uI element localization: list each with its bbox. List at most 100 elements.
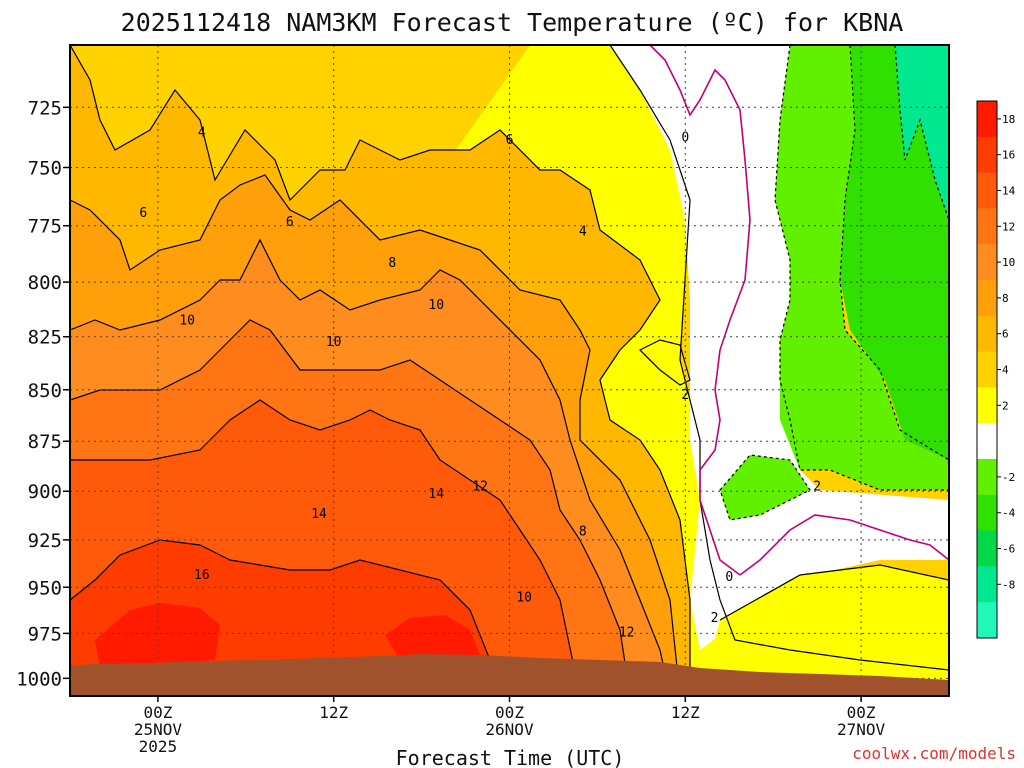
negative-isotherm-line: [894, 45, 949, 221]
x-axis-title: Forecast Time (UTC): [396, 746, 625, 768]
colorbar-label: 2: [1002, 399, 1009, 412]
x-tick-label: 27NOV: [837, 720, 886, 739]
contour-label: 10: [179, 313, 195, 328]
x-tick-label: 00Z: [495, 703, 524, 722]
colorbar-label: 6: [1002, 328, 1009, 341]
colorbar-label: -8: [1002, 578, 1015, 591]
colorbar-swatch: [977, 315, 997, 353]
colorbar-label: 16: [1002, 149, 1015, 162]
band-18-20: [95, 603, 220, 668]
contour-label: 12: [619, 626, 635, 641]
y-tick-label: 1000: [16, 668, 62, 690]
contour-label: 12: [472, 479, 488, 494]
contour-labels: 4 6 6 6 4 8 10 10 10 14 14 12 16 8 10 12 0 2 2 0 2: [139, 126, 821, 641]
contour-label: 6: [506, 133, 514, 148]
band-neg6-neg4: [895, 45, 949, 220]
colorbar-label: -2: [1002, 471, 1015, 484]
contour-label: 16: [194, 568, 210, 583]
colorbar-label: 8: [1002, 292, 1009, 305]
colorbar-label: 12: [1002, 220, 1015, 233]
band-neg4-neg2: [840, 45, 949, 460]
y-tick-label: 875: [28, 431, 62, 453]
negative-isotherm-line: [774, 45, 949, 491]
contour-label: 6: [139, 206, 147, 221]
x-tick-label: 12Z: [319, 703, 348, 722]
contour-label: 14: [428, 487, 444, 502]
isotherm-line: [70, 399, 581, 696]
colorbar-swatch: [977, 566, 997, 603]
freezing-line: [739, 514, 949, 576]
colorbar-swatch: [977, 244, 997, 281]
contour-label: 10: [516, 591, 532, 606]
contour-label: 8: [388, 256, 396, 271]
negative-isotherm-line: [839, 45, 949, 461]
x-tick-label: 25NOV: [134, 720, 183, 739]
isotherm-line: [638, 339, 691, 386]
terrain-ground: [70, 654, 949, 696]
contour-label: 4: [198, 126, 206, 141]
colorbar-swatch: [977, 459, 997, 496]
negative-isotherm-lines: [719, 45, 949, 521]
negative-isotherm-line: [719, 454, 811, 521]
x-tick-label: 26NOV: [485, 720, 534, 739]
contour-label: 6: [286, 215, 294, 230]
colorbar-swatch: [977, 530, 997, 567]
isotherm-lines: [70, 45, 949, 696]
y-tick-label: 975: [28, 623, 62, 645]
chart-title: 2025112418 NAM3KM Forecast Temperature (…: [121, 8, 904, 37]
x-tick-label: 12Z: [671, 703, 700, 722]
colorbar-label: -6: [1002, 543, 1015, 556]
isotherm-line: [70, 174, 681, 696]
colorbar-swatch: [977, 101, 997, 138]
colorbar-swatch: [977, 280, 997, 317]
contour-label: 4: [579, 224, 587, 239]
y-tick-label: 825: [28, 327, 62, 349]
colorbar-swatch: [977, 351, 997, 388]
isotherm-line: [70, 539, 491, 696]
colorbar-swatch: [977, 423, 997, 460]
y-tick-label: 925: [28, 530, 62, 552]
isotherm-line: [70, 319, 631, 696]
colorbar-label: 14: [1002, 185, 1016, 198]
colorbar-label: 10: [1002, 256, 1015, 269]
isotherm-line: [70, 45, 691, 696]
band-18-20-b: [385, 615, 480, 660]
contour-label: 10: [428, 298, 444, 313]
colorbar-swatch: [977, 208, 997, 245]
freezing-lines: [649, 45, 949, 576]
colorbar-swatch: [977, 136, 997, 174]
y-tick-label: 800: [28, 272, 62, 294]
colorbar: 18 16 14 12 10 8 6 4 2 -2 -4 -6 -8: [976, 100, 1016, 639]
freezing-line: [649, 45, 751, 576]
colorbar-label: 4: [1002, 364, 1009, 377]
x-tick-label: 2025: [139, 737, 178, 756]
colorbar-swatch: [977, 494, 997, 532]
colorbar-swatch: [977, 602, 997, 639]
x-tick-label: 00Z: [847, 703, 876, 722]
band-neg2-0-blob: [720, 455, 810, 520]
credit-text: coolwx.com/models: [852, 744, 1016, 763]
contour-label: 2: [711, 611, 719, 626]
y-tick-label: 750: [28, 158, 62, 180]
contour-label: 0: [725, 570, 733, 585]
plot-area: 4 6 6 6 4 8 10 10 10 14 14 12 16 8 10 12 0 2 2 0 2: [70, 45, 949, 696]
colorbar-label: -4: [1002, 507, 1016, 520]
colorbar-frame: [976, 100, 998, 639]
band-neg2-0: [775, 45, 949, 490]
contour-label: 10: [326, 335, 342, 350]
contour-label: 2: [681, 388, 689, 403]
y-tick-label: 775: [28, 216, 62, 238]
y-tick-label: 950: [28, 577, 62, 599]
contour-label: 14: [311, 507, 327, 522]
colorbar-swatch: [977, 387, 997, 424]
x-tick-label: 00Z: [143, 703, 172, 722]
colorbar-swatch: [977, 172, 997, 209]
isotherm-line: [70, 238, 671, 696]
contour-label: 0: [681, 130, 689, 145]
y-tick-label: 900: [28, 481, 62, 503]
y-axis: 725 750 775 800 825 850 875 900 925 950 975 1000: [16, 97, 70, 690]
contour-label: 8: [579, 524, 587, 539]
